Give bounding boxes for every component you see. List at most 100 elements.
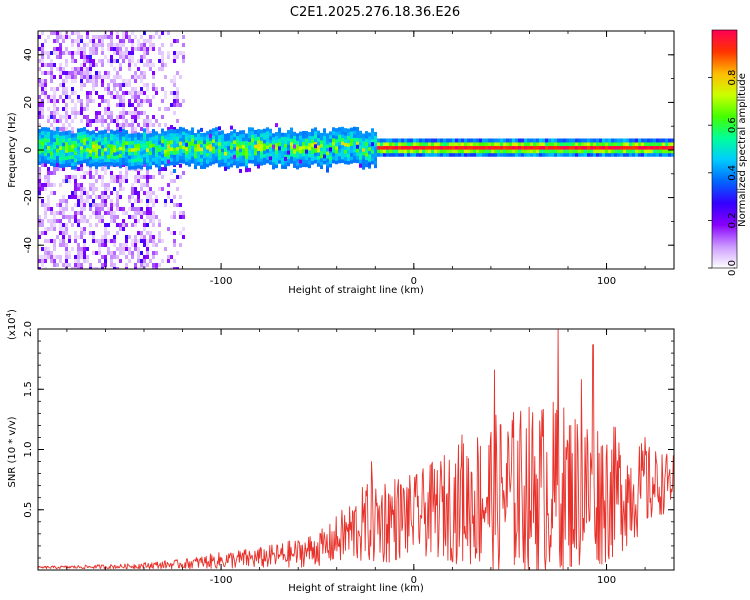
spectrogram-cell (176, 136, 179, 141)
spectrogram-cell (62, 195, 65, 199)
spectrogram-cell (170, 154, 173, 159)
spectrogram-cell (101, 141, 104, 146)
spectrogram-cell (371, 153, 374, 158)
spectrogram-cell (128, 55, 131, 59)
spectrogram-cell (668, 149, 671, 154)
spectrogram-cell (224, 162, 227, 167)
spectrogram-cell (143, 175, 146, 179)
spectrogram-cell (86, 158, 89, 163)
spectrogram-cell (92, 140, 95, 145)
spectrogram-cell (143, 219, 146, 223)
spectrogram-cell (236, 153, 239, 158)
spectrogram-cell (113, 175, 116, 179)
spectrogram-cell (101, 162, 104, 167)
spectrogram-cell (110, 47, 113, 51)
spectrogram-cell (260, 140, 263, 145)
spectrogram-cell (152, 75, 155, 79)
spectrogram-cell (269, 132, 272, 137)
spectrogram-cell (455, 142, 458, 147)
spectrogram-cell (452, 149, 455, 154)
spectrogram-cell (122, 55, 125, 59)
spectrogram-cell (341, 155, 344, 160)
spectrogram-cell (140, 161, 143, 166)
spectrogram-cell (50, 67, 53, 71)
spectrogram-cell (233, 154, 236, 159)
spectrogram-cell (98, 137, 101, 142)
spectrogram-cell (65, 79, 68, 83)
spectrogram-cell (368, 153, 371, 158)
spectrogram-cell (464, 145, 467, 150)
spectrogram-cell (56, 47, 59, 51)
spectrogram-cell (74, 115, 77, 119)
spectrogram-cell (95, 207, 98, 211)
spectrogram-cell (185, 129, 188, 134)
spectrogram-cell (92, 75, 95, 79)
spectrogram-cell (95, 91, 98, 95)
spectrogram-cell (581, 145, 584, 150)
spectrogram-cell (470, 142, 473, 147)
spectrogram-cell (77, 263, 80, 267)
spectrogram-cell (305, 131, 308, 136)
spectrogram-cell (101, 119, 104, 123)
spectrogram-cell (182, 148, 185, 153)
spectrogram-cell (509, 149, 512, 154)
spectrogram-cell (434, 138, 437, 143)
spectrogram-cell (146, 223, 149, 227)
spectrogram-cell (263, 139, 266, 144)
spectrogram-cell (68, 179, 71, 183)
spectrogram-cell (332, 134, 335, 139)
spectrogram-cell (83, 203, 86, 207)
spectrogram-cell (152, 219, 155, 223)
spectrogram-cell (164, 203, 167, 207)
spectrogram-cell (80, 149, 83, 154)
spectrogram-cell (182, 211, 185, 215)
spectrogram-cell (56, 134, 59, 139)
spectrogram-cell (119, 99, 122, 103)
spectrogram-cell (620, 138, 623, 143)
spectrogram-cell (59, 259, 62, 263)
spectrogram-cell (41, 47, 44, 51)
spectrogram-cell (170, 255, 173, 259)
spectrogram-cell (146, 199, 149, 203)
spectrogram-cell (152, 95, 155, 99)
spectrogram-cell (74, 183, 77, 187)
spectrogram-cell (128, 123, 131, 127)
spectrogram-cell (275, 153, 278, 158)
spectrogram-cell (443, 142, 446, 147)
spectrogram-cell (374, 160, 377, 165)
spectrogram-cell (581, 152, 584, 157)
spectrogram-cell (95, 147, 98, 152)
spectrogram-cell (548, 142, 551, 147)
spectrogram-cell (122, 143, 125, 148)
spectrogram-cell (161, 99, 164, 103)
spectrogram-cell (89, 75, 92, 79)
spectrogram-cell (593, 138, 596, 143)
spectrogram-cell (584, 138, 587, 143)
spectrogram-cell (197, 158, 200, 163)
spectrogram-cell (242, 162, 245, 167)
spectrogram-cell (230, 145, 233, 150)
spectrogram-cell (284, 147, 287, 152)
spectrogram-cell (71, 99, 74, 103)
spectrogram-cell (344, 149, 347, 154)
spectrogram-cell (146, 155, 149, 160)
spectrogram-cell (311, 146, 314, 151)
spectrogram-cell (602, 152, 605, 157)
spectrogram-cell (173, 168, 176, 173)
spectrogram-cell (173, 239, 176, 243)
spectrogram-cell (188, 151, 191, 156)
spectrogram-cell (62, 67, 65, 71)
spectrogram-cell (125, 130, 128, 135)
spectrogram-cell (167, 183, 170, 187)
spectrogram-cell (158, 231, 161, 235)
spectrogram-cell (131, 59, 134, 63)
spectrogram-cell (287, 162, 290, 167)
spectrogram-cell (197, 154, 200, 159)
spectrogram-cell (287, 144, 290, 149)
spectrogram-cell (605, 152, 608, 157)
spectrogram-cell (74, 161, 77, 166)
spectrogram-cell (137, 111, 140, 115)
spectrogram-cell (152, 267, 155, 269)
spectrogram-cell (296, 161, 299, 166)
spectrogram-cell (533, 152, 536, 157)
